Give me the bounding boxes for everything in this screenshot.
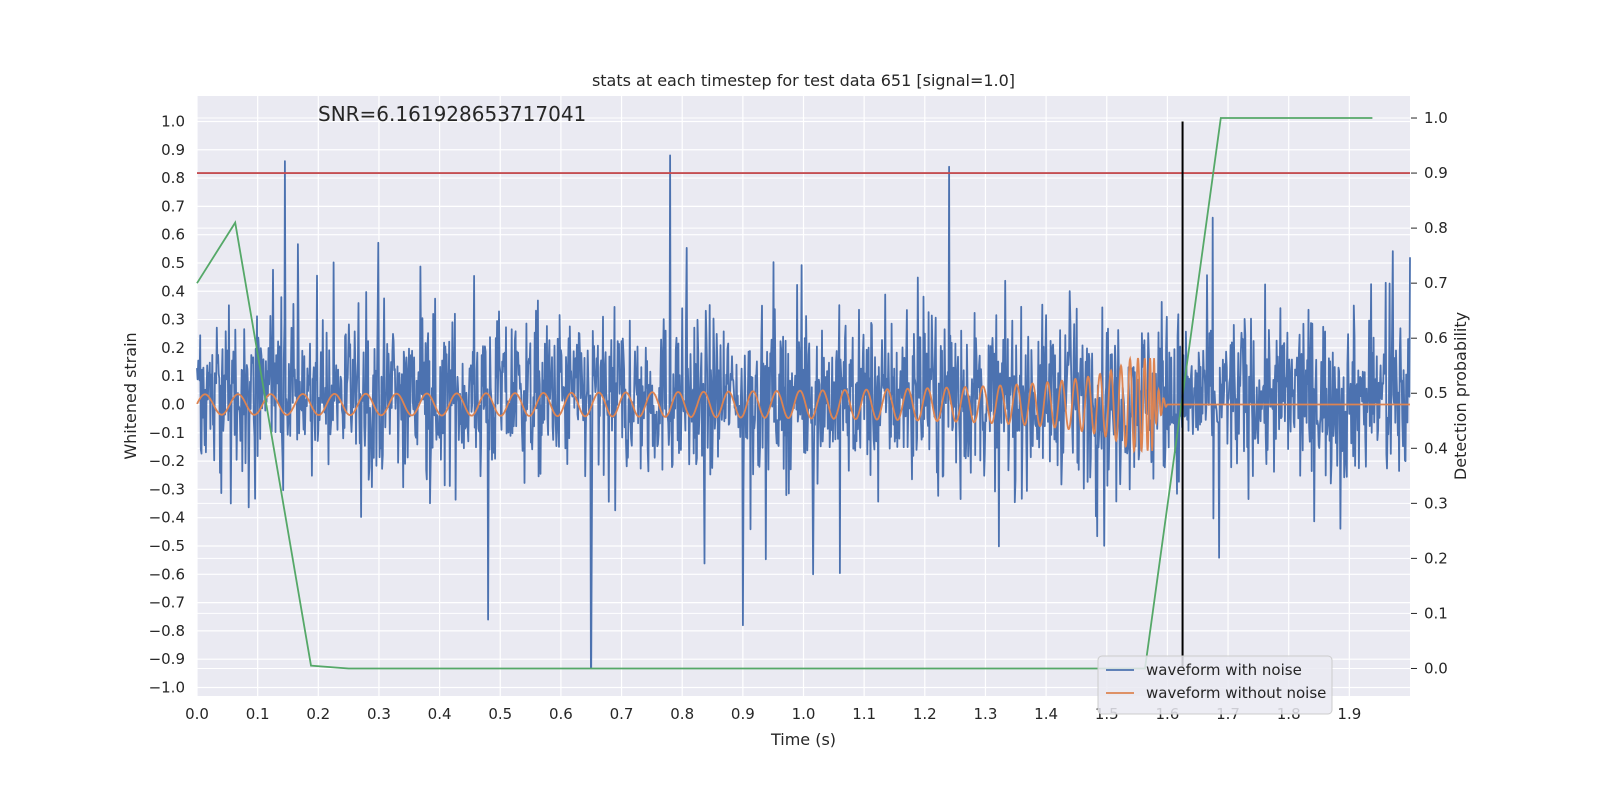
y-tick-label-left: 0.0 [161,395,185,413]
legend-box [1097,655,1333,715]
y-tick-label-right: 0.8 [1424,219,1448,237]
y-tick-label-right: 0.5 [1424,384,1448,402]
series-waveform-without-noise [196,355,1410,454]
x-tick-label: 1.9 [1337,705,1361,723]
x-tick-label: 0.9 [731,705,755,723]
y-tick-label-right: 0.9 [1424,164,1448,182]
series-waveform-with-noise [196,154,1411,669]
series-layer [196,117,1411,670]
y-tick-label-right: 0.2 [1424,549,1448,567]
x-tick-label: 0.4 [428,705,452,723]
y-tick-label-left: −1.0 [149,679,185,697]
snr-annotation: SNR=6.161928653717041 [318,102,586,126]
y-axis-label-left: Whitened strain [121,332,140,459]
y-tick-label-right: 0.4 [1424,439,1448,457]
y-tick-label-left: 0.5 [161,254,185,272]
x-tick-label: 0.3 [367,705,391,723]
y-tick-label-left: −0.1 [149,424,185,442]
y-tick-label-left: 0.1 [161,367,185,385]
y-tick-label-right: 1.0 [1424,109,1448,127]
chart-title: stats at each timestep for test data 651… [592,71,1015,90]
y-tick-label-left: −0.7 [149,594,185,612]
x-tick-label: 1.4 [1034,705,1058,723]
x-tick-label: 1.3 [974,705,998,723]
legend-label: waveform without noise [1146,684,1326,702]
y-tick-label-left: 0.6 [161,226,185,244]
y-tick-label-left: 0.7 [161,197,185,215]
x-tick-label: 0.6 [549,705,573,723]
y-tick-label-right: 0.1 [1424,604,1448,622]
ticks: 0.0 0.1 0.2 0.3 0.4 0.5 0.6 0.7 0.8 0.9 1.0 1.1 1.2 1… [149,109,1448,723]
x-tick-label: 0.0 [185,705,209,723]
x-tick-label: 0.1 [246,705,270,723]
y-axis-label-right: Detection probability [1451,312,1470,480]
y-tick-label-right: 0.3 [1424,494,1448,512]
x-tick-label: 1.2 [913,705,937,723]
y-tick-label-left: 0.4 [161,282,185,300]
y-tick-label-left: −0.2 [149,452,185,470]
y-tick-label-left: 0.2 [161,339,185,357]
y-tick-label-left: −0.8 [149,622,185,640]
legend: waveform with noise waveform without nois… [1097,655,1333,715]
x-tick-label: 0.7 [610,705,634,723]
y-tick-label-left: −0.3 [149,480,185,498]
y-tick-label-right: 0.0 [1424,659,1448,677]
x-tick-label: 1.0 [792,705,816,723]
y-tick-label-left: −0.5 [149,537,185,555]
y-tick-label-right: 0.6 [1424,329,1448,347]
y-tick-label-left: 0.8 [161,169,185,187]
x-tick-label: 0.5 [488,705,512,723]
x-tick-label: 0.2 [306,705,330,723]
x-axis-label: Time (s) [770,730,836,749]
y-tick-label-left: 0.3 [161,311,185,329]
y-tick-label-left: 1.0 [161,112,185,130]
y-tick-label-left: −0.9 [149,650,185,668]
legend-label: waveform with noise [1146,661,1302,679]
y-tick-label-right: 0.7 [1424,274,1448,292]
x-tick-label: 0.8 [670,705,694,723]
x-tick-label: 1.1 [852,705,876,723]
y-tick-label-left: −0.6 [149,565,185,583]
y-tick-label-left: −0.4 [149,509,185,527]
series-detection-probability [196,117,1373,670]
y-tick-label-left: 0.9 [161,141,185,159]
